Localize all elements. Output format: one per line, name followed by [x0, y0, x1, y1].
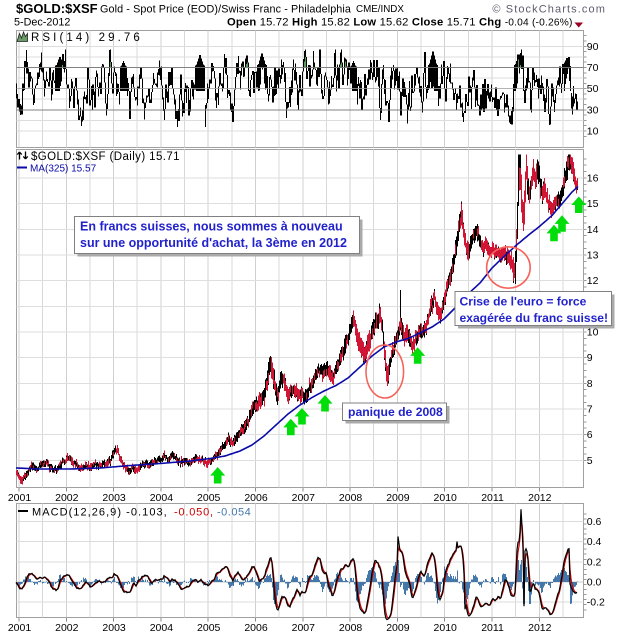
svg-text:5: 5	[587, 455, 593, 467]
svg-text:2007: 2007	[292, 622, 316, 634]
svg-text:2008: 2008	[339, 622, 363, 634]
svg-text:MACD(12,26,9) -0.103,: MACD(12,26,9) -0.103,	[32, 507, 168, 519]
svg-text:2008: 2008	[339, 492, 363, 504]
svg-text:2007: 2007	[292, 492, 316, 504]
svg-text:10: 10	[587, 126, 599, 138]
svg-text:2009: 2009	[386, 492, 410, 504]
svg-text:MA(325) 15.57: MA(325) 15.57	[30, 164, 97, 175]
svg-text:2011: 2011	[481, 492, 504, 504]
svg-text:0.4: 0.4	[587, 536, 602, 548]
svg-text:2012: 2012	[528, 492, 552, 504]
svg-text:10: 10	[587, 327, 599, 339]
svg-text:Crise de l'euro = force: Crise de l'euro = force	[460, 295, 587, 309]
svg-text:2004: 2004	[150, 492, 174, 504]
svg-text:2003: 2003	[102, 492, 126, 504]
svg-text:16: 16	[587, 173, 599, 185]
svg-text:8: 8	[587, 378, 593, 390]
svg-text:Gold - Spot Price (EOD)/Swiss: Gold - Spot Price (EOD)/Swiss Franc - Ph…	[100, 4, 351, 16]
svg-text:0.6: 0.6	[587, 516, 602, 528]
svg-text:2009: 2009	[386, 622, 410, 634]
svg-text:2005: 2005	[197, 492, 221, 504]
svg-text:$GOLD:$XSF (Daily) 15.71: $GOLD:$XSF (Daily) 15.71	[31, 151, 180, 163]
svg-text:0.2: 0.2	[587, 556, 602, 568]
svg-text:Open 15.72 High 15.82 Low 15.6: Open 15.72 High 15.82 Low 15.62 Close 15…	[227, 17, 573, 29]
svg-text:exagérée du franc suisse!: exagérée du franc suisse!	[460, 311, 609, 325]
svg-text:5-Dec-2012: 5-Dec-2012	[14, 17, 70, 29]
svg-text:En francs suisses, nous sommes: En francs suisses, nous sommes à nouveau	[80, 220, 343, 234]
svg-text:12: 12	[587, 275, 599, 287]
svg-text:$GOLD:$XSF: $GOLD:$XSF	[16, 1, 98, 16]
svg-text:2004: 2004	[150, 622, 174, 634]
svg-text:9: 9	[587, 352, 593, 364]
svg-text:-0.050,: -0.050,	[174, 507, 214, 519]
svg-text:2012: 2012	[528, 622, 552, 634]
svg-text:2002: 2002	[55, 622, 79, 634]
svg-text:2002: 2002	[55, 492, 79, 504]
svg-text:2005: 2005	[197, 622, 221, 634]
svg-text:7: 7	[587, 403, 593, 415]
svg-text:© StockCharts.com: © StockCharts.com	[492, 4, 606, 16]
svg-text:70: 70	[587, 62, 599, 74]
svg-text:6: 6	[587, 429, 593, 441]
svg-text:2001: 2001	[8, 622, 32, 634]
svg-text:-0.2: -0.2	[587, 597, 605, 609]
svg-text:0.0: 0.0	[587, 577, 602, 589]
svg-text:2010: 2010	[434, 492, 458, 504]
svg-text:13: 13	[587, 250, 599, 262]
svg-text:panique de 2008: panique de 2008	[348, 405, 443, 419]
svg-text:sur une opportunité d'achat, l: sur une opportunité d'achat, la 3ème en …	[80, 236, 347, 250]
svg-text:2006: 2006	[244, 622, 268, 634]
svg-text:CME/INDX: CME/INDX	[356, 4, 404, 15]
svg-text:2006: 2006	[244, 492, 268, 504]
svg-text:2011: 2011	[481, 622, 504, 634]
svg-text:2003: 2003	[102, 622, 126, 634]
svg-text:RSI(14) 29.76: RSI(14) 29.76	[31, 32, 143, 44]
svg-text:2010: 2010	[434, 622, 458, 634]
svg-text:14: 14	[587, 224, 599, 236]
svg-text:90: 90	[587, 41, 599, 53]
svg-text:2001: 2001	[8, 492, 32, 504]
svg-text:30: 30	[587, 104, 599, 116]
svg-text:50: 50	[587, 83, 599, 95]
svg-text:15: 15	[587, 198, 599, 210]
svg-text:-0.054: -0.054	[217, 507, 251, 519]
